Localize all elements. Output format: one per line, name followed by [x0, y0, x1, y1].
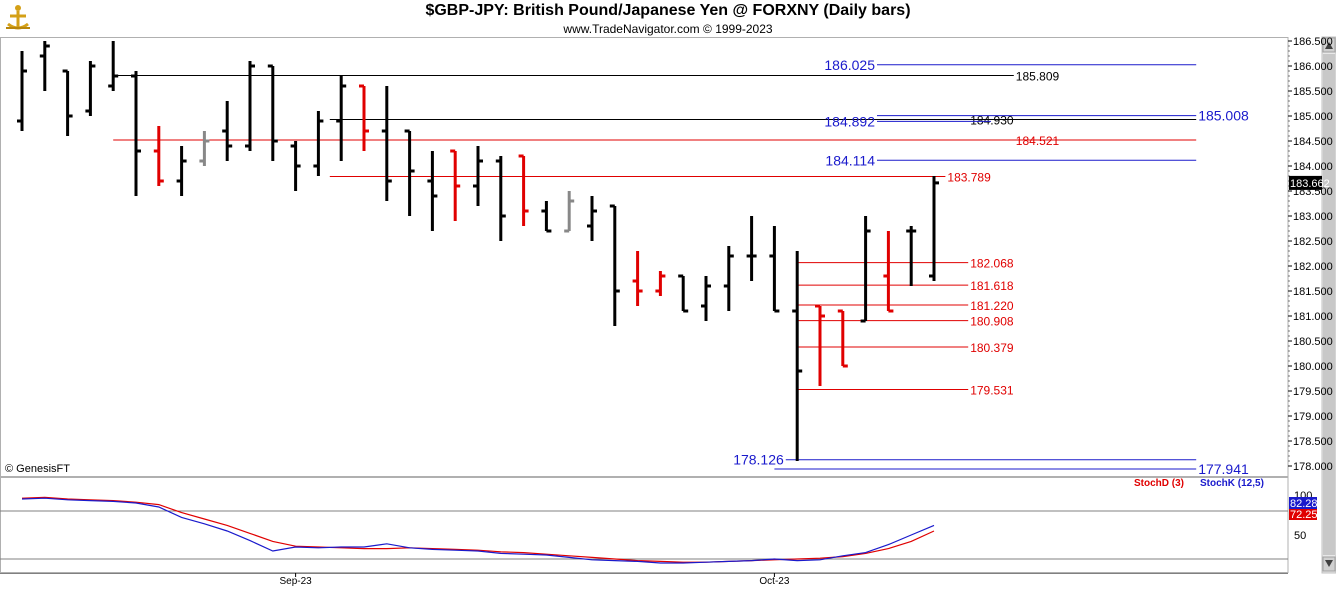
level-label-180.908: 180.908 — [970, 315, 1014, 329]
oscillator-tick-label: 50 — [1294, 530, 1306, 542]
ohlc-bar — [85, 61, 96, 116]
oscillator-value-badge — [1289, 508, 1317, 520]
ohlc-bar — [176, 146, 187, 196]
last-price-badge — [1289, 175, 1322, 190]
y-tick-label: 179.500 — [1293, 386, 1333, 398]
ohlc-bar — [359, 84, 369, 151]
legend-stoch-k: StochK (12,5) — [1200, 478, 1264, 489]
ohlc-bar — [39, 41, 50, 91]
ohlc-bar — [746, 216, 757, 281]
ohlc-bar — [541, 201, 552, 233]
ohlc-bar — [62, 69, 73, 136]
ohlc-bar — [723, 246, 734, 311]
y-tick-label: 184.500 — [1293, 136, 1333, 148]
scroll-thumb[interactable] — [1323, 54, 1335, 555]
level-label-186.025: 186.025 — [824, 57, 875, 73]
ohlc-bar — [404, 129, 415, 216]
y-tick-label: 180.000 — [1293, 361, 1333, 373]
level-label-184.892: 184.892 — [824, 113, 875, 129]
oscillator-value-label: 82.28 — [1290, 498, 1318, 510]
ohlc-bar — [701, 276, 711, 321]
scroll-up-arrow-icon — [1325, 42, 1333, 49]
ohlc-bar — [381, 86, 392, 201]
last-price-label: 183.662 — [1290, 178, 1330, 190]
ohlc-bar — [883, 231, 894, 313]
ohlc-bar — [290, 141, 301, 191]
ohlc-bar — [929, 176, 939, 281]
level-label-185.809: 185.809 — [1016, 70, 1060, 84]
level-label-177.941: 177.941 — [1198, 461, 1249, 477]
level-label-178.126: 178.126 — [733, 452, 784, 468]
level-label-185.008: 185.008 — [1198, 108, 1249, 124]
ohlc-bar — [906, 226, 917, 286]
level-label-184.521: 184.521 — [1016, 134, 1060, 148]
ohlc-bar — [655, 271, 666, 296]
copyright-text: © GenesisFT — [5, 463, 70, 475]
oscillator-value-badge — [1289, 497, 1317, 509]
x-tick-label: Sep-23 — [279, 576, 312, 587]
ohlc-bar — [267, 64, 278, 161]
chart-subtitle: www.TradeNavigator.com © 1999-2023 — [563, 22, 773, 36]
level-label-180.379: 180.379 — [970, 341, 1014, 355]
ohlc-bar — [860, 216, 871, 323]
x-tick-label: Oct-23 — [759, 576, 789, 587]
ohlc-bar — [769, 226, 780, 313]
y-tick-label: 185.500 — [1293, 86, 1333, 98]
price-panel-frame — [0, 37, 1289, 477]
y-tick-label: 182.000 — [1293, 261, 1333, 273]
level-label-184.114: 184.114 — [825, 152, 875, 168]
level-label-183.789: 183.789 — [947, 171, 991, 185]
legend-stoch-d: StochD (3) — [1134, 478, 1184, 489]
y-tick-label: 186.500 — [1293, 36, 1333, 48]
ohlc-bar — [222, 101, 233, 161]
level-label-184.930: 184.930 — [970, 114, 1014, 128]
ohlc-bar — [518, 154, 529, 226]
y-tick-label: 181.500 — [1293, 286, 1333, 298]
series-line-stoch-k — [21, 497, 935, 564]
level-label-181.618: 181.618 — [970, 279, 1014, 293]
y-tick-label: 186.000 — [1293, 61, 1333, 73]
ohlc-bar — [815, 304, 825, 386]
level-label-181.220: 181.220 — [970, 299, 1014, 313]
ohlc-bar — [678, 274, 689, 313]
ohlc-bar — [792, 251, 803, 461]
ohlc-bar — [427, 151, 438, 231]
ohlc-bar — [153, 126, 164, 186]
ohlc-bar — [245, 61, 255, 151]
y-tick-label: 183.000 — [1293, 211, 1333, 223]
ohlc-bar — [564, 191, 575, 233]
ohlc-bar — [837, 309, 848, 368]
chart-title: $GBP-JPY: British Pound/Japanese Yen @ F… — [425, 2, 911, 19]
y-tick-label: 181.000 — [1293, 311, 1333, 323]
y-tick-label: 179.000 — [1293, 411, 1333, 423]
ohlc-bar — [450, 149, 461, 221]
y-tick-label: 178.000 — [1293, 461, 1333, 473]
level-label-179.531: 179.531 — [970, 383, 1014, 397]
y-tick-label: 182.500 — [1293, 236, 1333, 248]
oscillator-value-label: 72.25 — [1290, 509, 1318, 521]
ohlc-bar — [495, 156, 506, 241]
ohlc-bar — [473, 146, 483, 206]
y-tick-label: 178.500 — [1293, 436, 1333, 448]
y-tick-label: 185.000 — [1293, 111, 1333, 123]
ohlc-bar — [17, 51, 27, 131]
y-tick-label: 184.000 — [1293, 161, 1333, 173]
level-label-182.068: 182.068 — [970, 257, 1014, 271]
ohlc-bar — [131, 71, 141, 196]
oscillator-panel-frame — [0, 477, 1289, 573]
ohlc-bar — [108, 41, 119, 91]
ohlc-bar — [632, 251, 643, 306]
ohlc-bar — [609, 204, 620, 326]
ohlc-bar — [587, 196, 597, 241]
y-tick-label: 180.500 — [1293, 336, 1333, 348]
ohlc-bar — [336, 76, 347, 161]
ohlc-bar — [313, 111, 324, 176]
tradenavigator-logo-icon — [6, 5, 30, 30]
scroll-down-arrow-icon[interactable] — [1325, 560, 1333, 567]
ohlc-bar — [199, 131, 210, 166]
